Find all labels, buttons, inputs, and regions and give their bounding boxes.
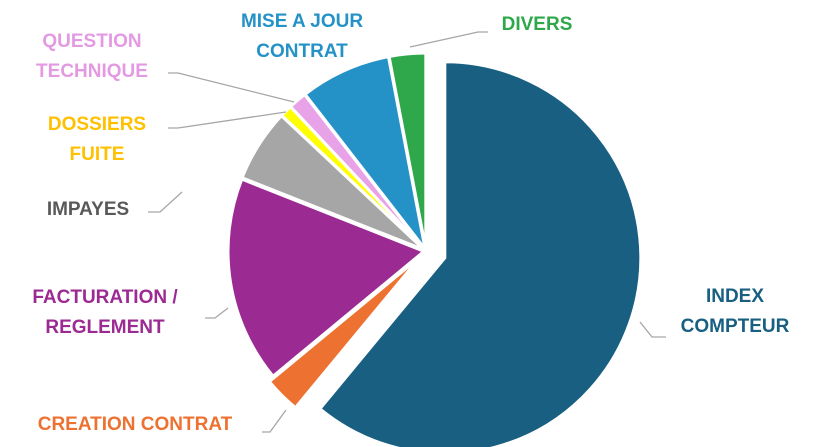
slice-label: CREATION CONTRAT — [38, 414, 233, 435]
pie-slice — [317, 60, 643, 447]
leader-line — [168, 72, 295, 103]
slice-label: DOSSIERS FUITE — [48, 114, 146, 165]
leader-line — [148, 191, 183, 213]
leader-line — [205, 307, 229, 319]
slice-label: INDEX COMPTEUR — [681, 286, 790, 337]
slice-label: IMPAYES — [47, 199, 129, 220]
pie-slice — [226, 177, 427, 379]
pie-slice — [387, 51, 428, 250]
slice-label: QUESTION TECHNIQUE — [36, 31, 148, 82]
slice-label: FACTURATION / REGLEMENT — [32, 287, 178, 338]
slice-label: MISE A JOUR CONTRAT — [241, 11, 363, 62]
leader-line — [262, 409, 287, 433]
pie-slice — [267, 255, 422, 410]
leader-line — [639, 321, 666, 338]
pie — [226, 51, 643, 447]
leader-lines — [148, 31, 666, 433]
leader-line — [409, 31, 488, 48]
leader-line — [168, 111, 287, 129]
labels: INDEX COMPTEUR CREATION CONTRAT FACTURATION… — [32, 11, 789, 435]
slice-label: DIVERS — [502, 14, 573, 35]
